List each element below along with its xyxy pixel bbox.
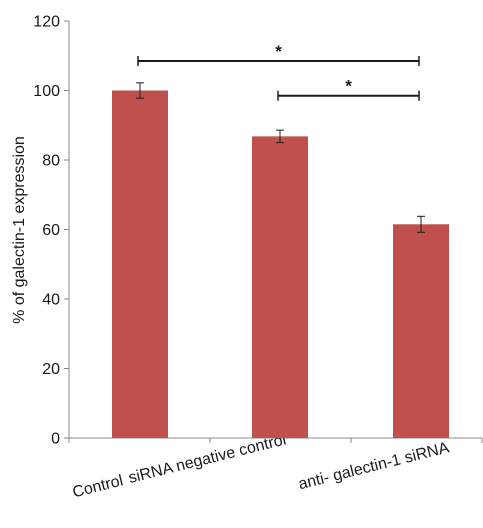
significance-label: * xyxy=(345,77,352,96)
y-tick-label: 60 xyxy=(42,222,60,239)
x-tick-label: siRNA negative control xyxy=(127,431,288,487)
x-axis: Control siRNA negative control anti- galec… xyxy=(68,431,483,501)
y-axis: 0 20 40 60 80 100 120 xyxy=(33,14,70,448)
y-tick-label: 40 xyxy=(42,292,60,309)
y-tick-label: 0 xyxy=(51,431,60,448)
bar xyxy=(393,224,449,438)
significance-brackets: ** xyxy=(137,42,420,101)
bar xyxy=(252,136,308,438)
y-axis-title: % of galectin-1 expression xyxy=(11,136,28,324)
x-tick-label: anti- galectin-1 siRNA xyxy=(297,439,452,493)
bars xyxy=(112,90,449,438)
y-tick-label: 80 xyxy=(42,153,60,170)
error-bars xyxy=(136,82,425,233)
y-tick-label: 20 xyxy=(42,361,60,378)
significance-label: * xyxy=(275,42,282,61)
x-tick-label: Control xyxy=(71,472,125,501)
y-tick-label: 100 xyxy=(33,83,60,100)
y-tick-label: 120 xyxy=(33,14,60,31)
bar xyxy=(112,90,168,438)
